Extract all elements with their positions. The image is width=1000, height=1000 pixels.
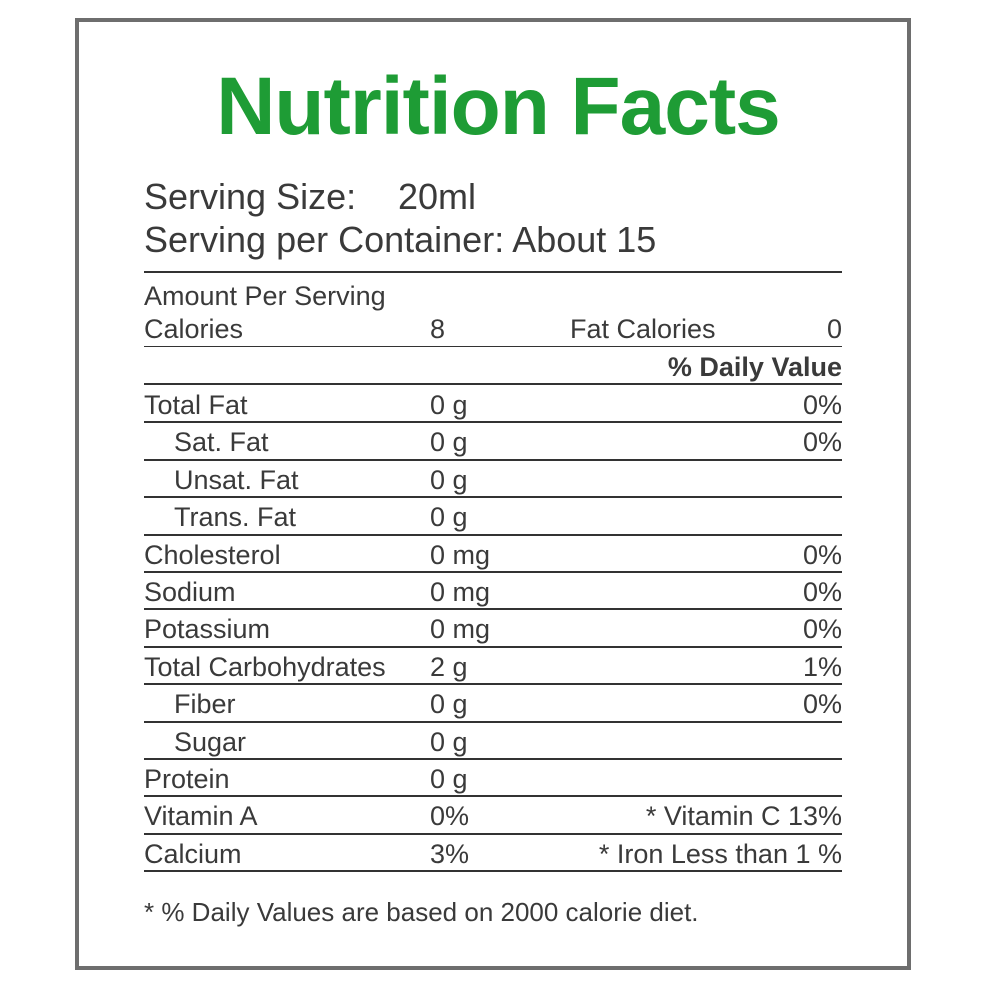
divider	[144, 459, 842, 461]
amount-per-serving-label: Amount Per Serving	[144, 281, 386, 311]
serving-size-value: 20ml	[398, 176, 477, 217]
nutrient-daily-value: 0%	[802, 427, 842, 457]
calories-value: 8	[430, 314, 446, 344]
table-row: Cholesterol 0 mg 0%	[144, 536, 842, 573]
table-row: Fiber 0 g 0%	[144, 685, 842, 722]
nutrient-amount: 0 mg	[430, 540, 491, 570]
nutrient-name: Trans. Fat	[174, 502, 297, 532]
table-row: Trans. Fat 0 g	[144, 498, 842, 535]
nutrient-amount: 0%	[430, 801, 470, 831]
table-row: Protein 0 g	[144, 760, 842, 797]
divider	[144, 346, 842, 347]
nutrient-daily-value: 1%	[802, 652, 842, 682]
table-row: Sat. Fat 0 g 0%	[144, 423, 842, 460]
table-row: Total Carbohydrates 2 g 1%	[144, 648, 842, 685]
nutrient-daily-value: 0%	[802, 577, 842, 607]
nutrient-amount: 0 mg	[430, 614, 491, 644]
divider	[144, 421, 842, 423]
nutrient-name: Sugar	[174, 727, 247, 757]
divider	[144, 571, 842, 573]
divider	[144, 870, 842, 872]
table-row: Calcium 3% * Iron Less than 1 %	[144, 835, 842, 872]
nutrient-name: Total Carbohydrates	[144, 652, 386, 682]
daily-value-header: % Daily Value	[667, 352, 842, 382]
table-row: Unsat. Fat 0 g	[144, 461, 842, 498]
nutrient-name: Fiber	[174, 689, 236, 719]
divider	[144, 534, 842, 536]
table-row: Sugar 0 g	[144, 723, 842, 760]
serving-size: Serving Size: 20ml	[144, 176, 476, 218]
table-row: Total Fat 0 g 0%	[144, 386, 842, 423]
nutrient-name: Sodium	[144, 577, 236, 607]
nutrient-amount: 0 g	[430, 427, 468, 457]
divider	[144, 496, 842, 498]
daily-values-footnote: * % Daily Values are based on 2000 calor…	[144, 897, 699, 927]
nutrient-name: Potassium	[144, 614, 271, 644]
table-row: Sodium 0 mg 0%	[144, 573, 842, 610]
nutrient-amount: 0 g	[430, 727, 468, 757]
divider	[144, 271, 842, 273]
calories-label: Calories	[144, 314, 244, 344]
fat-calories-label: Fat Calories	[570, 314, 716, 344]
nutrient-amount: 0 g	[430, 502, 468, 532]
divider	[144, 721, 842, 723]
nutrient-amount: 3%	[430, 839, 470, 869]
nutrient-amount: 0 mg	[430, 577, 491, 607]
nutrition-label-frame	[75, 18, 911, 970]
nutrient-name: Vitamin A	[144, 801, 258, 831]
divider	[144, 383, 842, 385]
nutrient-daily-value: 0%	[802, 390, 842, 420]
nutrient-name: Total Fat	[144, 390, 248, 420]
nutrient-name: Calcium	[144, 839, 242, 869]
nutrient-amount: 0 g	[430, 689, 468, 719]
divider	[144, 646, 842, 648]
nutrient-daily-value: * Vitamin C 13%	[645, 801, 842, 831]
nutrient-name: Unsat. Fat	[174, 465, 299, 495]
nutrient-name: Cholesterol	[144, 540, 281, 570]
nutrient-daily-value: * Iron Less than 1 %	[598, 839, 842, 869]
servings-per-container: Serving per Container: About 15	[144, 219, 657, 260]
table-row: Potassium 0 mg 0%	[144, 610, 842, 647]
nutrient-name: Sat. Fat	[174, 427, 269, 457]
nutrient-daily-value: 0%	[802, 614, 842, 644]
serving-size-label: Serving Size:	[144, 176, 357, 217]
table-row: Vitamin A 0% * Vitamin C 13%	[144, 797, 842, 834]
nutrient-name: Protein	[144, 764, 230, 794]
divider	[144, 608, 842, 610]
nutrient-amount: 2 g	[430, 652, 468, 682]
nutrient-daily-value: 0%	[802, 689, 842, 719]
nutrient-amount: 0 g	[430, 465, 468, 495]
page-title: Nutrition Facts	[216, 61, 781, 152]
divider	[144, 795, 842, 797]
nutrient-amount: 0 g	[430, 764, 468, 794]
divider	[144, 758, 842, 760]
nutrient-amount: 0 g	[430, 390, 468, 420]
divider	[144, 683, 842, 685]
fat-calories-value: 0	[826, 314, 842, 344]
divider	[144, 833, 842, 835]
nutrient-daily-value: 0%	[802, 540, 842, 570]
